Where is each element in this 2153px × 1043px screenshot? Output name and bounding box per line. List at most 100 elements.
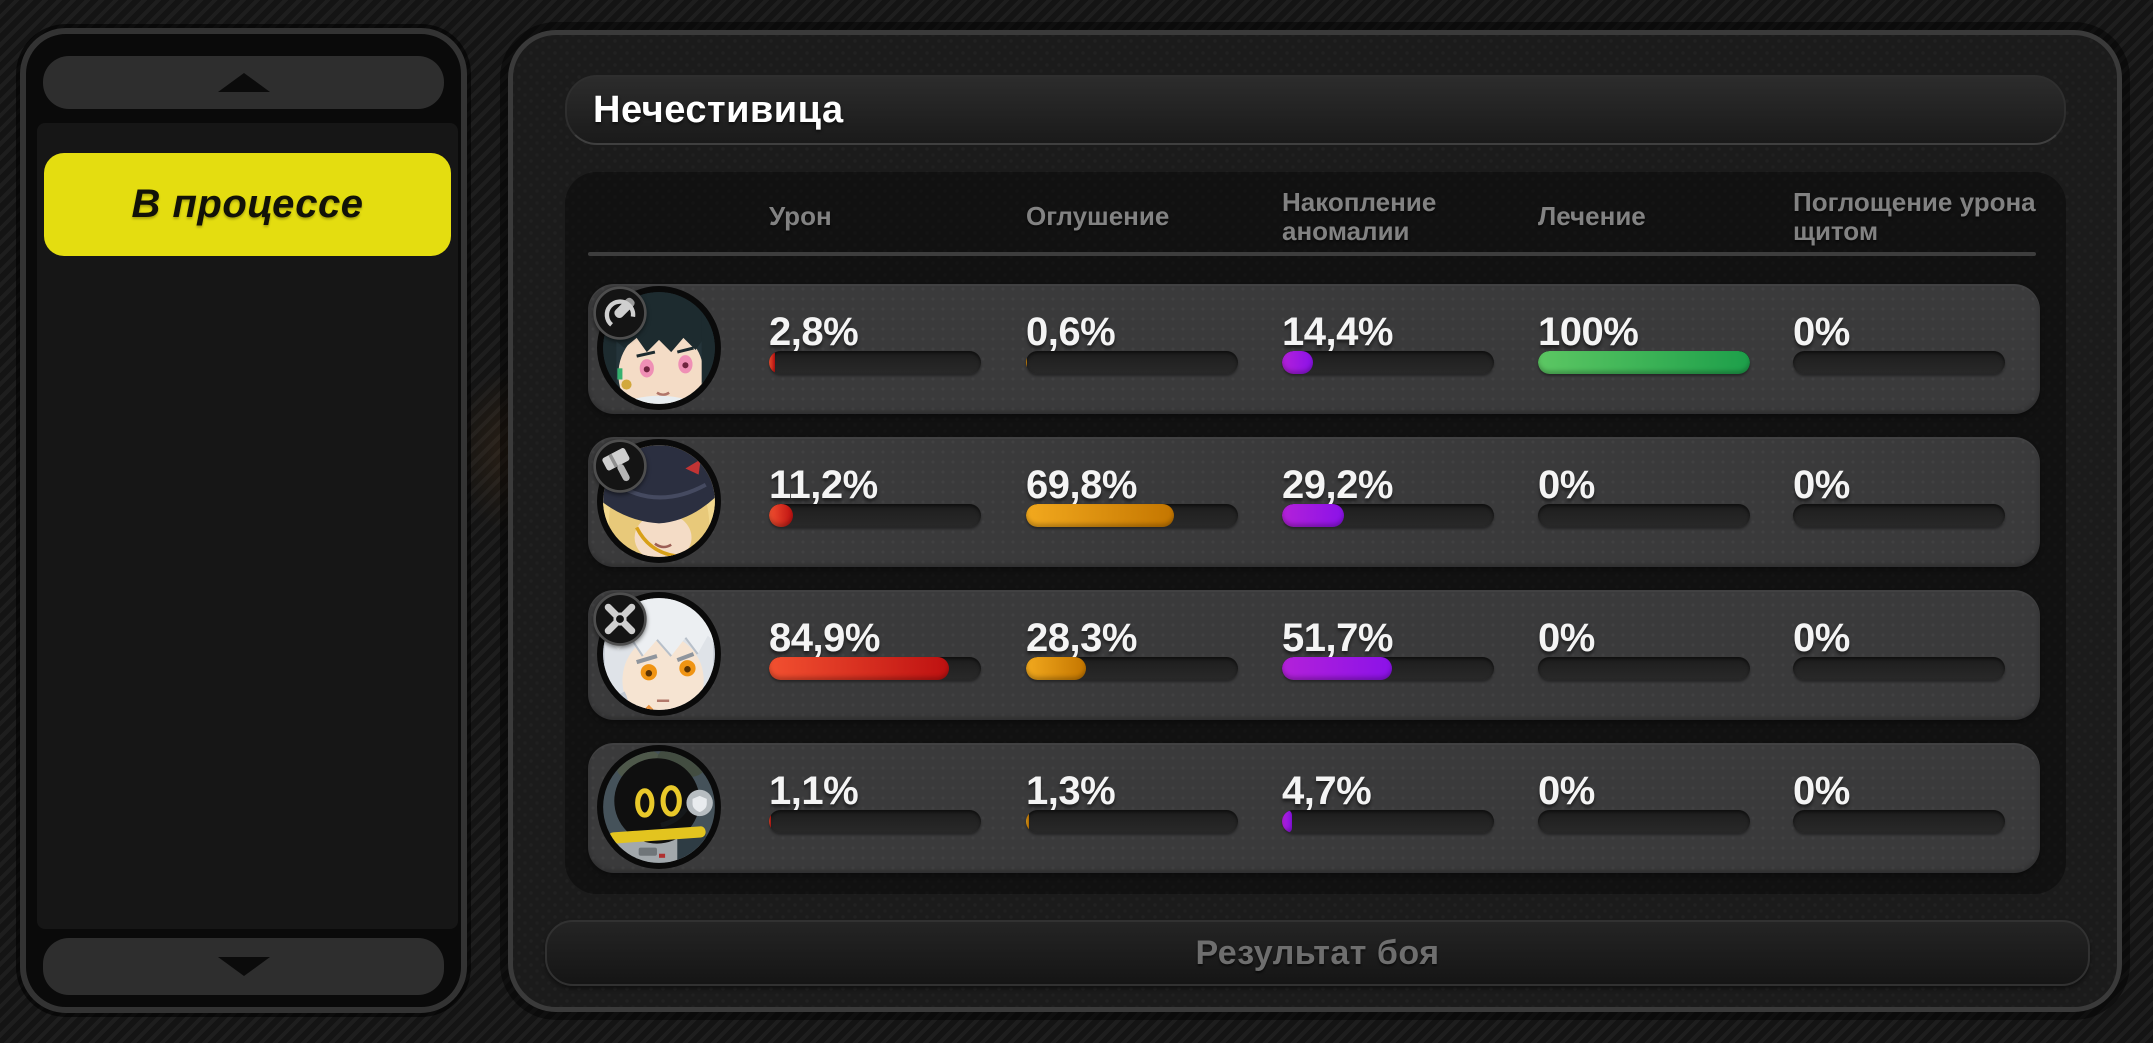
stat-cell: 0,6% [1026,284,1261,414]
stat-bar [1282,351,1494,374]
stat-value: 4,7% [1282,769,1372,813]
status-list: В процессе [37,123,458,929]
stat-bar [1282,657,1494,680]
stat-bar-fill [1282,810,1292,833]
character-row: 11,2% 69,8% 29,2% 0% 0% [588,437,2040,567]
stat-bar [1793,351,2005,374]
stat-cell: 0% [1793,284,2028,414]
avatar-character-2 [593,438,722,564]
stat-value: 2,8% [769,310,859,354]
stat-value: 1,1% [769,769,859,813]
stat-bar-fill [769,504,793,527]
stat-cell: 0% [1793,590,2028,720]
stat-bar [1538,351,1750,374]
stat-bar [1793,657,2005,680]
character-row: 1,1% 1,3% 4,7% 0% 0% [588,743,2040,873]
stat-bar [1538,657,1750,680]
avatar-bangboo [596,744,722,870]
stat-bar [769,810,981,833]
column-header-shield: Поглощение урона щитом [1793,186,2036,246]
stat-value: 14,4% [1282,310,1393,354]
stat-bar [1026,504,1238,527]
stat-value: 0% [1538,616,1595,660]
stat-bar [1538,504,1750,527]
stat-bar [1793,810,2005,833]
stat-cell: 14,4% [1282,284,1517,414]
stat-bar-fill [1026,351,1028,374]
stat-bar [1026,657,1238,680]
stat-value: 100% [1538,310,1639,354]
character-row: 84,9% 28,3% 51,7% 0% 0% [588,590,2040,720]
stat-bar [1026,351,1238,374]
stat-bar [769,504,981,527]
stat-cell: 28,3% [1026,590,1261,720]
stat-cell: 0% [1538,590,1773,720]
stat-bar-fill [1026,657,1086,680]
stat-bar [1282,504,1494,527]
stat-cell: 84,9% [769,590,1004,720]
column-header-daze: Оглушение [1026,201,1170,232]
scroll-up-button[interactable] [43,56,444,109]
avatar-character-3 [593,591,722,717]
stat-cell: 29,2% [1282,437,1517,567]
stat-value: 69,8% [1026,463,1137,507]
stat-bar [1282,810,1494,833]
stat-cell: 100% [1538,284,1773,414]
status-side-panel: В процессе [20,28,467,1013]
stat-value: 29,2% [1282,463,1393,507]
stat-cell: 1,3% [1026,743,1261,873]
scroll-down-button[interactable] [43,938,444,995]
triangle-up-icon [217,73,270,92]
stat-bar-fill [1026,810,1029,833]
stat-bar-fill [769,351,775,374]
stat-value: 0% [1793,769,1850,813]
stat-bar-fill [1282,351,1313,374]
stat-bar-fill [1282,657,1392,680]
boss-title-bar: Нечестивица [565,75,2066,145]
stat-value: 11,2% [769,463,878,507]
column-header-anomaly: Накопление аномалии [1282,186,1437,246]
stat-bar-fill [769,810,772,833]
battle-result-button[interactable]: Результат боя [545,920,2090,986]
stat-bar [1538,810,1750,833]
avatar-character-1 [593,285,722,411]
stat-cell: 1,1% [769,743,1004,873]
stat-bar-fill [769,657,949,680]
stat-cell: 0% [1793,743,2028,873]
column-header-damage: Урон [769,201,832,232]
stat-value: 0,6% [1026,310,1116,354]
stat-cell: 2,8% [769,284,1004,414]
stat-value: 0% [1793,463,1850,507]
character-row: 2,8% 0,6% 14,4% 100% 0% [588,284,2040,414]
stat-bar-fill [1538,351,1750,374]
stat-value: 84,9% [769,616,880,660]
stat-cell: 0% [1793,437,2028,567]
stat-value: 51,7% [1282,616,1393,660]
stat-cell: 0% [1538,437,1773,567]
anomaly-specialty-icon [592,285,648,341]
stat-bar-fill [1282,504,1344,527]
attack-specialty-icon [592,591,648,647]
stat-bar [769,657,981,680]
stat-cell: 51,7% [1282,590,1517,720]
stat-bar-fill [1026,504,1174,527]
stat-value: 0% [1793,616,1850,660]
stat-bar [1026,810,1238,833]
stat-bar [769,351,981,374]
stat-cell: 4,7% [1282,743,1517,873]
stat-value: 0% [1538,463,1595,507]
stat-value: 1,3% [1026,769,1116,813]
stat-cell: 0% [1538,743,1773,873]
status-in-progress-button[interactable]: В процессе [44,153,451,256]
column-header-healing: Лечение [1538,201,1646,232]
boss-name: Нечестивица [593,88,844,131]
triangle-down-icon [217,957,270,976]
stat-value: 0% [1538,769,1595,813]
stat-value: 28,3% [1026,616,1137,660]
stat-cell: 69,8% [1026,437,1261,567]
stat-cell: 11,2% [769,437,1004,567]
stat-value: 0% [1793,310,1850,354]
stat-bar [1793,504,2005,527]
header-separator [588,252,2036,256]
